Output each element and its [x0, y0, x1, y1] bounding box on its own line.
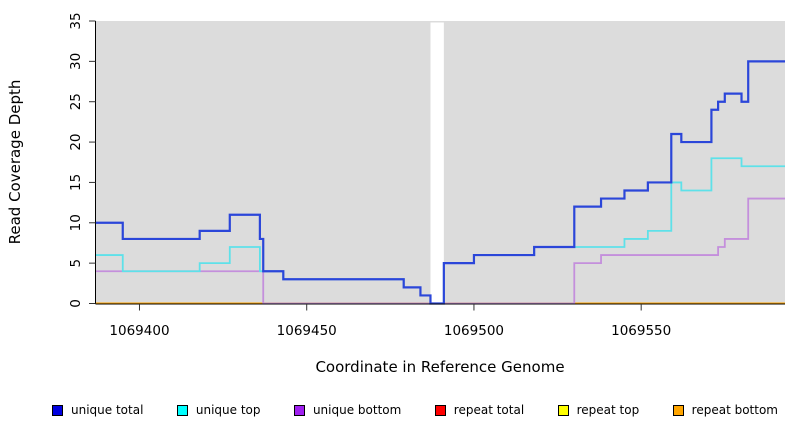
legend-item-unique-bottom: unique bottom	[293, 403, 402, 417]
legend-swatch-unique-top	[176, 404, 188, 416]
legend-item-repeat-top: repeat top	[557, 403, 640, 417]
y-tick-label: 30	[68, 53, 84, 70]
legend-swatch-repeat-top	[557, 404, 569, 416]
y-axis-ticks: 0 5 10 15 20 25 30 35	[68, 12, 96, 308]
y-tick-label: 0	[68, 299, 84, 308]
y-tick-label: 25	[68, 93, 84, 110]
chart-legend: unique total unique top unique bottom re…	[0, 396, 792, 424]
legend-item-unique-top: unique top	[176, 403, 261, 417]
x-tick-label: 1069400	[109, 323, 169, 339]
legend-swatch-unique-total	[52, 404, 63, 416]
legend-label: unique total	[71, 403, 144, 417]
y-axis-title: Read Coverage Depth	[6, 80, 24, 245]
y-tick-label: 35	[68, 12, 84, 29]
x-axis-title: Coordinate in Reference Genome	[315, 358, 564, 376]
legend-swatch-repeat-total	[434, 404, 446, 416]
y-tick-label: 20	[68, 133, 84, 150]
series-line-unique-total	[96, 60, 785, 305]
legend-item-unique-total: unique total	[52, 403, 143, 417]
x-axis-ticks: 1069400 1069450 1069500 1069550	[109, 304, 671, 339]
x-tick-label: 1069550	[611, 323, 671, 339]
coverage-gap-band	[430, 22, 444, 304]
y-tick-label: 5	[68, 259, 84, 268]
gap-band-layer	[430, 22, 444, 304]
legend-label: repeat bottom	[691, 403, 778, 417]
legend-label: unique bottom	[312, 403, 402, 417]
x-tick-label: 1069500	[444, 323, 504, 339]
legend-label: repeat total	[453, 403, 525, 417]
legend-label: unique top	[195, 403, 261, 417]
y-tick-label: 15	[68, 174, 84, 191]
legend-swatch-unique-bottom	[293, 404, 305, 416]
legend-label: repeat top	[576, 403, 640, 417]
legend-swatch-repeat-bottom	[672, 404, 684, 416]
legend-item-repeat-total: repeat total	[434, 403, 525, 417]
y-tick-label: 10	[68, 214, 84, 231]
coverage-chart: 1069400 1069450 1069500 1069550 0 5 10 15 20 25 3…	[6, 12, 785, 376]
x-tick-label: 1069450	[277, 323, 337, 339]
legend-item-repeat-bottom: repeat bottom	[672, 403, 778, 417]
